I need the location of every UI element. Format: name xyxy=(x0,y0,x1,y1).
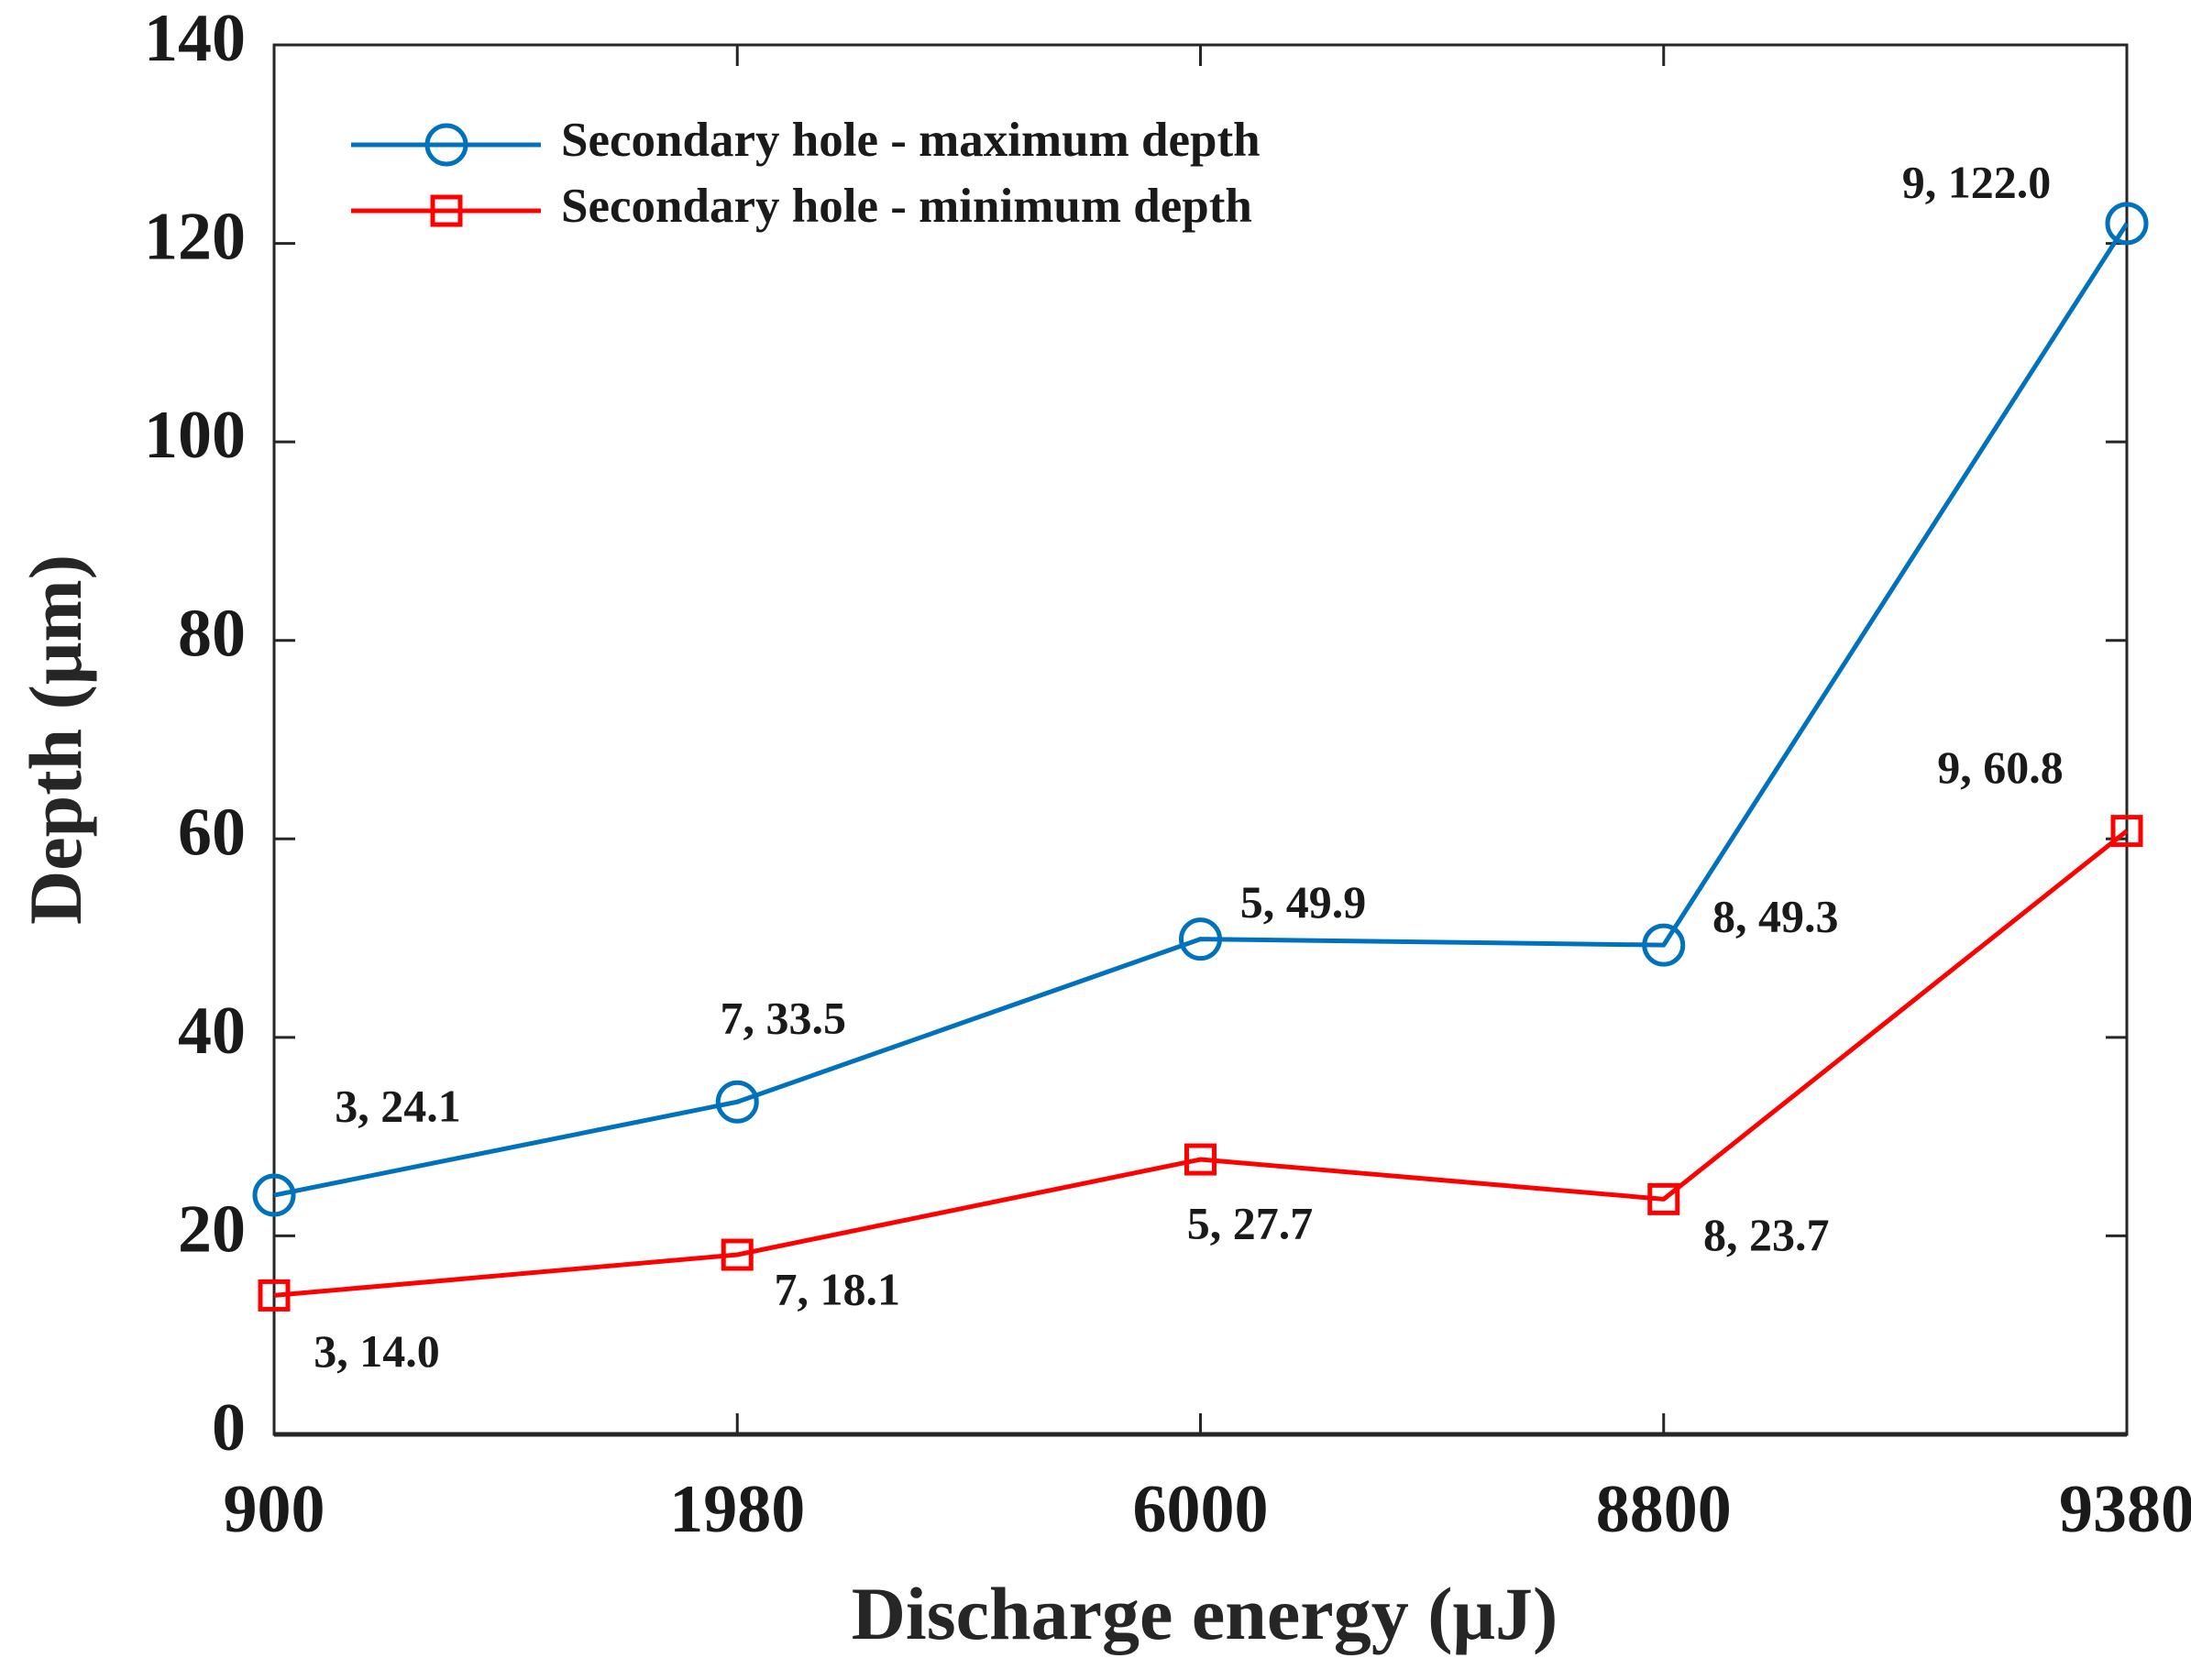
data-label: 3, 24.1 xyxy=(335,1081,461,1132)
y-tick-label: 0 xyxy=(212,1390,246,1466)
legend-label-0: Secondary hole - maximum depth xyxy=(561,114,1261,167)
legend: Secondary hole - maximum depth Secondary … xyxy=(351,114,1261,233)
circle-marker xyxy=(1642,923,1686,967)
square-marker xyxy=(721,1238,754,1271)
data-labels: 3, 24.1 7, 33.5 5, 49.9 8, 49.3 9, 122.0 3, 1… xyxy=(314,156,2064,1376)
square-marker xyxy=(1184,1143,1217,1176)
x-tick-label: 900 xyxy=(224,1472,325,1547)
data-label: 9, 60.8 xyxy=(1937,741,2064,793)
y-axis-title: Depth (μm) xyxy=(14,555,97,925)
data-label: 5, 27.7 xyxy=(1187,1198,1314,1249)
y-tick-label: 60 xyxy=(178,795,246,870)
x-tick-label: 1980 xyxy=(669,1472,805,1547)
square-marker xyxy=(2110,815,2143,848)
y-tick-label: 120 xyxy=(144,200,246,275)
y-tick-label: 140 xyxy=(144,1,246,76)
circle-marker xyxy=(715,1080,759,1124)
y-tick-label: 80 xyxy=(178,597,246,672)
y-tick-label: 40 xyxy=(178,994,246,1069)
data-label: 5, 49.9 xyxy=(1240,876,1367,928)
square-marker xyxy=(258,1279,291,1312)
data-label: 8, 23.7 xyxy=(1703,1209,1830,1260)
x-tick-label: 8800 xyxy=(1596,1472,1732,1547)
data-label: 7, 33.5 xyxy=(721,993,847,1044)
legend-label-1: Secondary hole - minimum depth xyxy=(561,180,1252,233)
y-tick-label: 20 xyxy=(178,1191,246,1267)
circle-marker xyxy=(252,1173,296,1217)
data-label: 3, 14.0 xyxy=(314,1325,440,1377)
data-label: 7, 18.1 xyxy=(775,1263,901,1314)
series-line-0 xyxy=(273,222,2130,1198)
series-line-1 xyxy=(273,829,2129,1298)
legend-square-icon xyxy=(430,194,463,227)
legend-circle-icon xyxy=(424,123,468,167)
x-tick-label: 6000 xyxy=(1133,1472,1269,1547)
data-label: 8, 49.3 xyxy=(1712,891,1839,942)
circle-marker xyxy=(2105,202,2149,246)
axes: 0 20 40 60 80 100 120 140 900 1980 6000 8800 9380 xyxy=(144,1,2191,1547)
x-tick-label: 9380 xyxy=(2059,1472,2191,1547)
y-tick-label: 100 xyxy=(144,398,246,473)
square-marker xyxy=(1647,1182,1680,1215)
circle-marker xyxy=(1179,917,1222,961)
x-axis-title: Discharge energy (μJ) xyxy=(852,1572,1558,1655)
series-layer xyxy=(252,202,2149,1312)
data-label: 9, 122.0 xyxy=(1902,156,2052,207)
